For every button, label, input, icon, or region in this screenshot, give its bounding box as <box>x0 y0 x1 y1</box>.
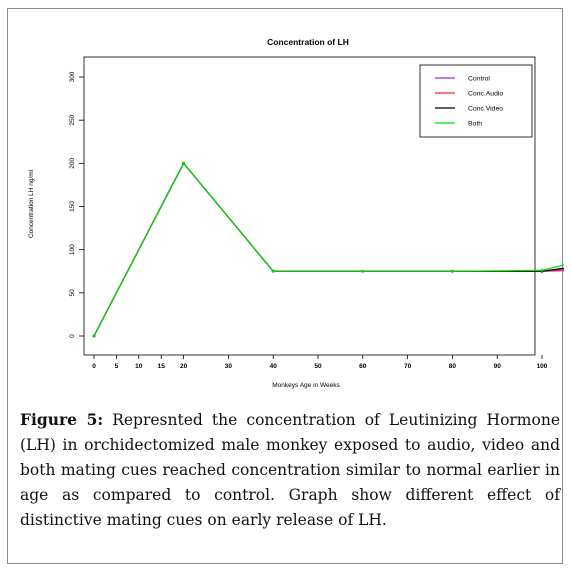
series-line-1 <box>93 162 564 337</box>
x-axis-label: Monkeys Age in Weeks <box>272 382 340 389</box>
series-line-0 <box>93 162 564 337</box>
legend-label: Both <box>468 121 482 128</box>
y-tick-label: 50 <box>69 289 76 297</box>
x-tick-label: 50 <box>314 363 322 370</box>
x-tick-label: 0 <box>92 363 96 370</box>
y-tick-label: 0 <box>69 334 76 338</box>
series-line-2 <box>93 162 564 337</box>
x-tick-label: 80 <box>449 363 457 370</box>
y-tick-label: 150 <box>69 201 76 212</box>
x-tick-label: 30 <box>225 363 233 370</box>
caption-text: Represnted the concentration of Leutiniz… <box>20 411 560 529</box>
x-tick-label: 15 <box>158 363 166 370</box>
x-tick-label: 70 <box>404 363 412 370</box>
x-tick-label: 60 <box>359 363 367 370</box>
x-tick-label: 100 <box>537 363 548 370</box>
data-point-3 <box>361 269 365 273</box>
line-chart: Concentration of LH 0 50 100 150 200 250 300 0 5… <box>28 37 564 389</box>
x-tick-label: 40 <box>270 363 278 370</box>
data-point-3 <box>540 268 544 272</box>
legend-label: Conc.Audio <box>468 91 503 98</box>
legend: Control Conc.Audio Conc.Video Both <box>419 64 533 138</box>
legend-label: Control <box>468 76 490 83</box>
plot-area: 0 50 100 150 200 250 300 0 5 10 15 20 30 40 50 60 70 80 90… <box>69 56 564 370</box>
chart-title: Concentration of LH <box>267 37 349 47</box>
data-point-3 <box>92 334 96 338</box>
legend-box <box>419 64 533 138</box>
legend-label: Conc.Video <box>468 106 503 113</box>
figure-caption: Figure 5: Represnted the concentration o… <box>20 407 560 533</box>
x-tick-label: 90 <box>494 363 502 370</box>
data-point-3 <box>451 269 454 273</box>
data-point-3 <box>182 161 186 165</box>
figure-frame: Concentration of LH 0 50 100 150 200 250 300 0 5… <box>7 8 564 564</box>
y-tick-label: 250 <box>69 114 76 125</box>
data-point-3 <box>271 269 275 273</box>
y-tick-label: 100 <box>69 244 76 255</box>
series-line-3 <box>93 162 564 337</box>
x-tick-label: 20 <box>180 363 188 370</box>
caption-label: Figure 5: <box>20 410 104 429</box>
y-tick-label: 200 <box>69 158 76 169</box>
x-tick-label: 5 <box>115 363 119 370</box>
plot-border <box>83 56 536 356</box>
y-axis-label: Concentration LH ng/ml <box>28 169 35 238</box>
x-tick-label: 10 <box>135 363 143 370</box>
y-tick-label: 300 <box>69 71 76 82</box>
